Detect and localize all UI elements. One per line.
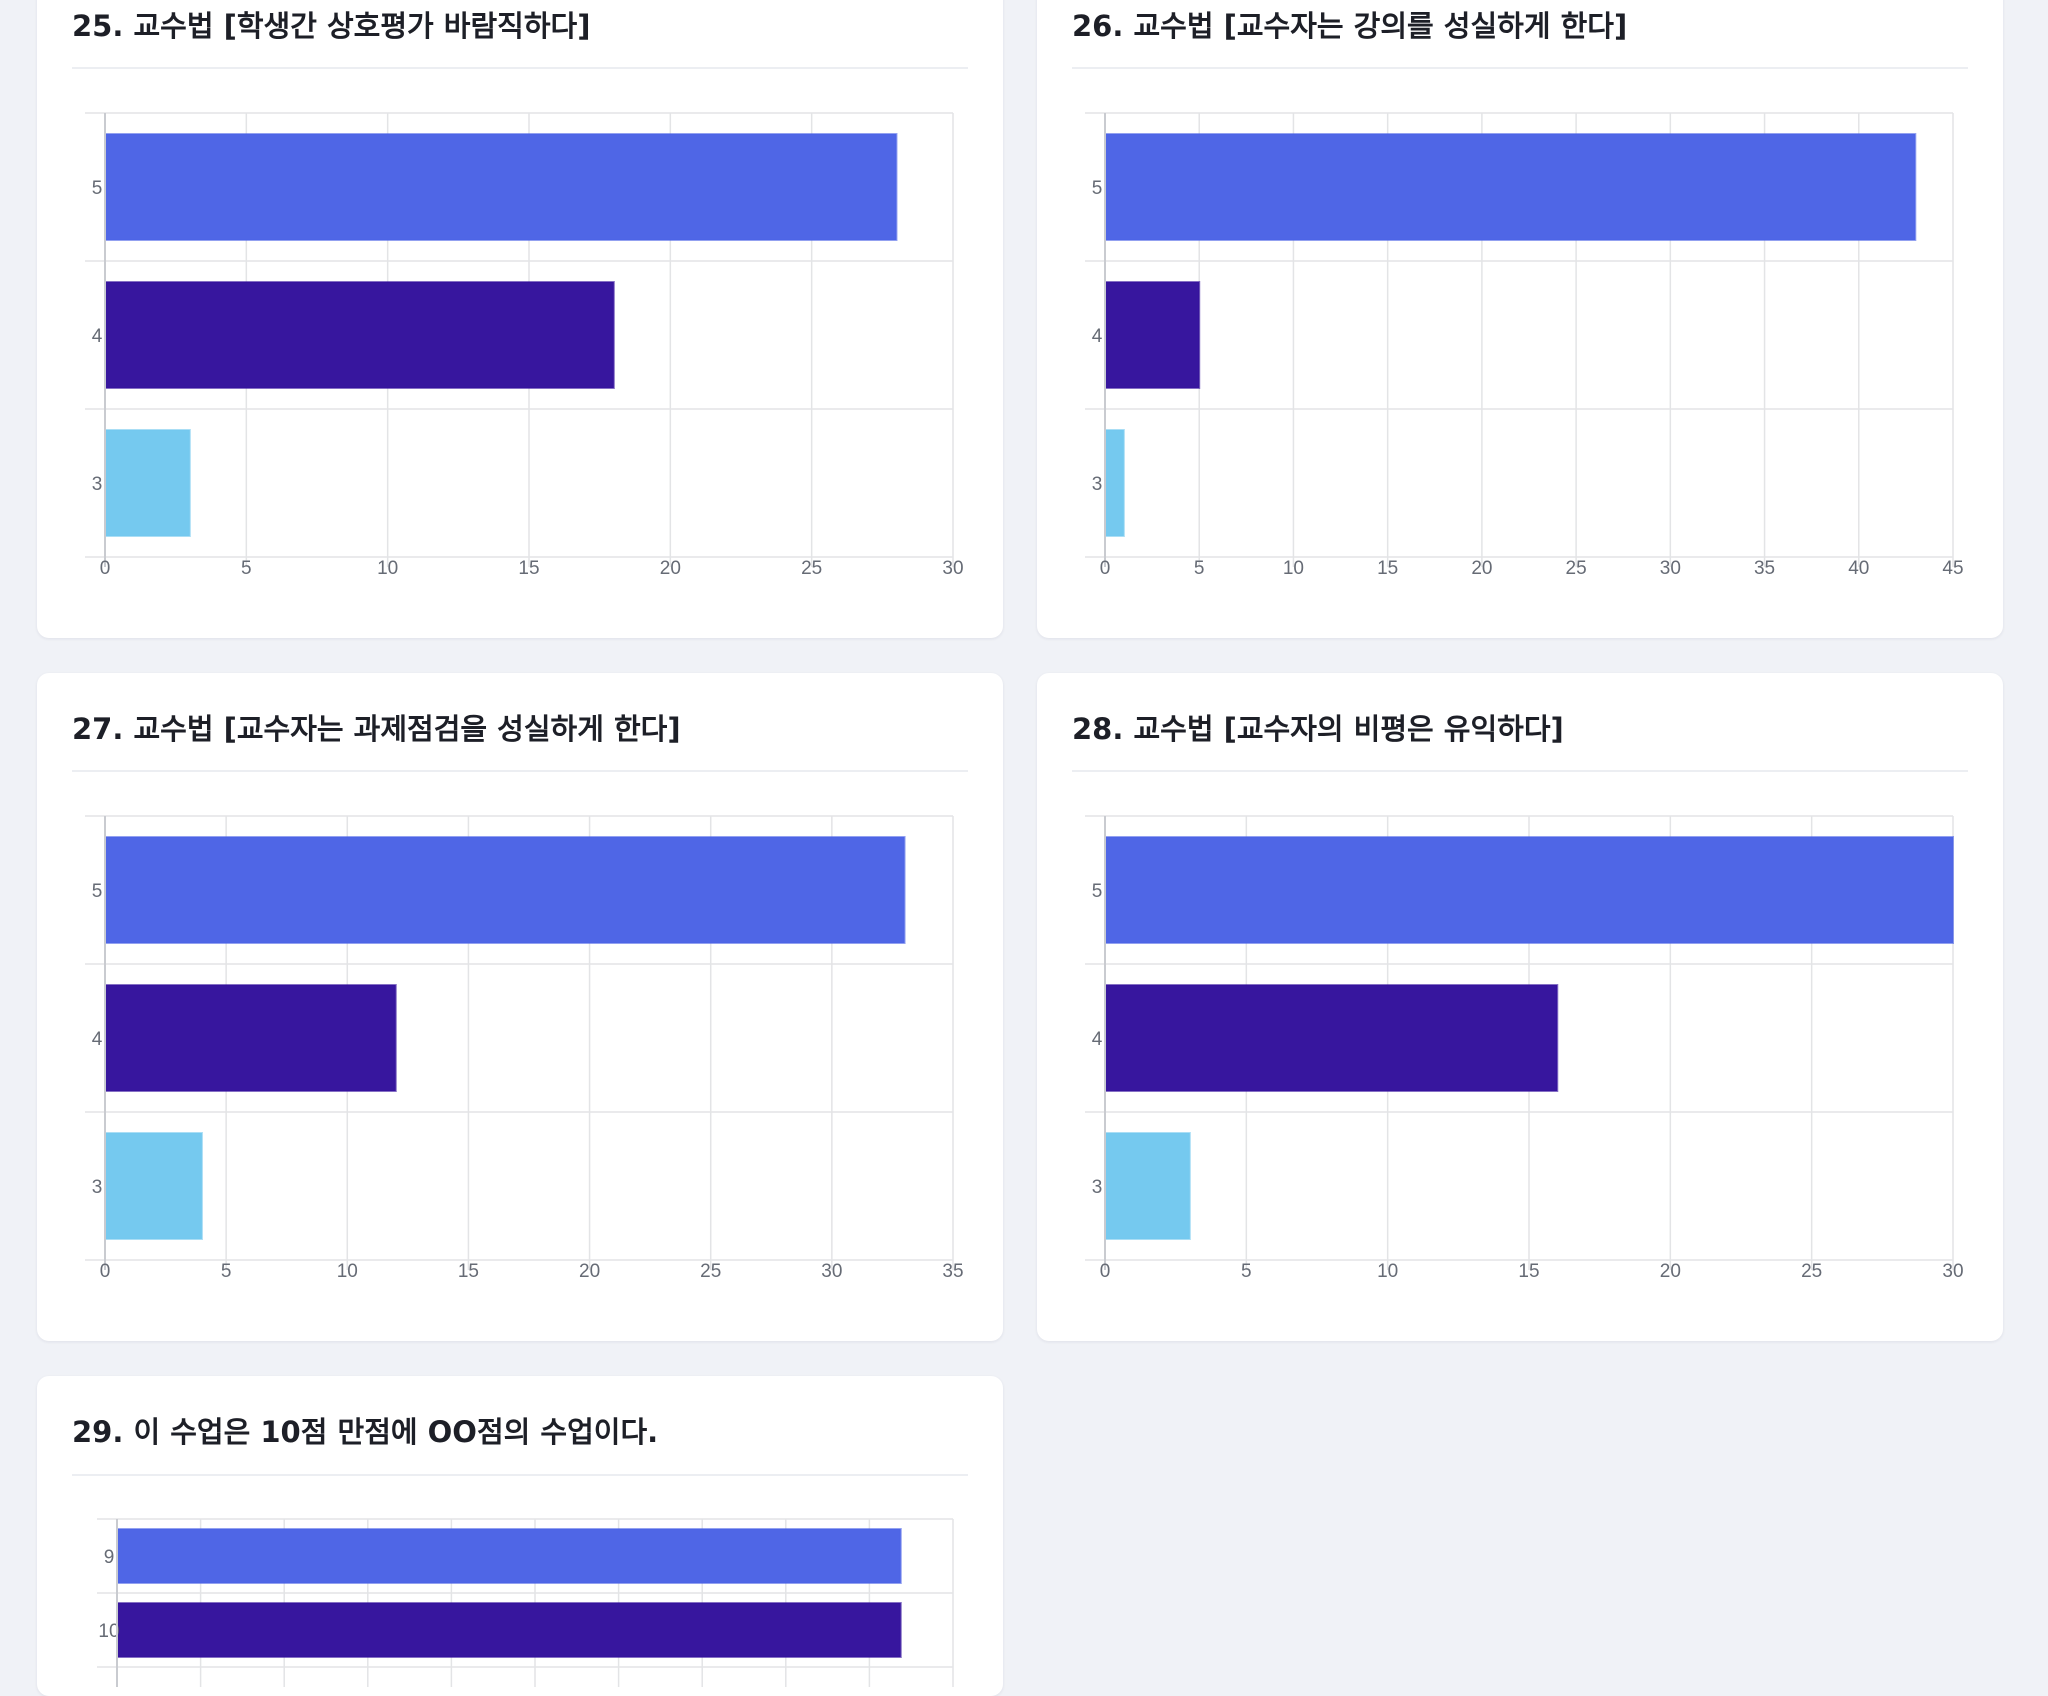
y-tick-label: 3 [1092,474,1103,495]
x-tick-label: 20 [579,1261,600,1282]
bars [1104,133,1917,537]
bar-chart-29: 9 10 [97,1518,954,1687]
y-tick-label: 4 [1092,326,1103,347]
x-tick-label: 15 [1518,1261,1539,1282]
x-tick-label: 25 [1801,1261,1822,1282]
card-title: 26. 교수법 [교수자는 강의를 성실하게 한다] [1072,9,1628,43]
x-tick-label: 15 [458,1261,479,1282]
card-title: 28. 교수법 [교수자의 비평은 유익하다] [1072,712,1564,746]
y-tick-label: 5 [1092,178,1103,199]
bar-5 [104,836,906,944]
y-tick-label: 4 [1092,1029,1103,1050]
y-tick-label: 5 [92,881,103,902]
title-divider [72,770,968,772]
x-tick-label: 0 [100,1261,111,1282]
bar-5 [104,133,898,241]
bar-9 [116,1528,902,1584]
bar-3 [104,429,191,537]
x-tick-label: 30 [1660,558,1681,579]
y-tick-label: 9 [104,1547,115,1568]
y-tick-label: 3 [92,1177,103,1198]
x-tick-label: 10 [337,1261,358,1282]
bar-4 [1104,281,1201,389]
x-tick-label: 20 [660,558,681,579]
chart-card-26: 26. 교수법 [교수자는 강의를 성실하게 한다] 5 4 3 0 5 10 15 20 25… [1037,0,2003,638]
y-tick-label: 4 [92,326,103,347]
y-tick-label: 4 [92,1029,103,1050]
x-tick-label: 40 [1848,558,1869,579]
x-tick-label: 30 [1942,1261,1963,1282]
title-divider [1072,770,1968,772]
x-tick-label: 10 [377,558,398,579]
x-tick-label: 20 [1660,1261,1681,1282]
x-tick-label: 10 [1283,558,1304,579]
x-tick-label: 35 [1754,558,1775,579]
bar-4 [104,984,397,1092]
card-title: 27. 교수법 [교수자는 과제점검을 성실하게 한다] [72,712,681,746]
y-tick-label: 3 [92,474,103,495]
bars [104,836,906,1240]
x-tick-label: 25 [801,558,822,579]
x-tick-label: 5 [1194,558,1205,579]
bar-10 [116,1602,902,1658]
x-tick-label: 5 [241,558,252,579]
x-tick-label: 15 [1377,558,1398,579]
chart-card-28: 28. 교수법 [교수자의 비평은 유익하다] 5 4 3 0 5 10 15 20 25 30 [1037,673,2003,1341]
bar-5 [1104,133,1917,241]
chart-card-25: 25. 교수법 [학생간 상호평가 바람직하다] 5 4 3 0 5 10 15 20 25 30 [37,0,1003,638]
title-divider [72,67,968,69]
x-tick-label: 30 [942,558,963,579]
y-tick-label: 10 [98,1621,119,1642]
y-tick-label: 3 [1092,1177,1103,1198]
chart-card-29: 29. 이 수업은 10점 만점에 OO점의 수업이다. 9 10 [37,1376,1003,1696]
x-tick-label: 20 [1471,558,1492,579]
title-divider [1072,67,1968,69]
x-tick-label: 0 [1100,1261,1111,1282]
x-tick-label: 5 [221,1261,232,1282]
x-tick-label: 0 [100,558,111,579]
title-divider [72,1474,968,1476]
bar-3 [1104,429,1125,537]
bars [104,133,898,537]
x-tick-label: 30 [821,1261,842,1282]
grid [1085,815,1954,1270]
bars [1104,836,1954,1240]
x-tick-label: 0 [1100,558,1111,579]
bar-5 [1104,836,1954,944]
x-tick-label: 10 [1377,1261,1398,1282]
card-title: 29. 이 수업은 10점 만점에 OO점의 수업이다. [72,1415,659,1449]
y-tick-label: 5 [1092,881,1103,902]
chart-card-27: 27. 교수법 [교수자는 과제점검을 성실하게 한다] 5 4 3 0 5 10 15 20… [37,673,1003,1341]
bar-4 [1104,984,1559,1092]
card-title: 25. 교수법 [학생간 상호평가 바람직하다] [72,9,591,43]
x-tick-label: 25 [1566,558,1587,579]
x-tick-label: 35 [942,1261,963,1282]
bar-4 [104,281,615,389]
x-tick-label: 5 [1241,1261,1252,1282]
x-tick-label: 15 [518,558,539,579]
bar-3 [104,1132,203,1240]
bar-3 [1104,1132,1191,1240]
y-tick-label: 5 [92,178,103,199]
x-tick-label: 45 [1942,558,1963,579]
x-tick-label: 25 [700,1261,721,1282]
